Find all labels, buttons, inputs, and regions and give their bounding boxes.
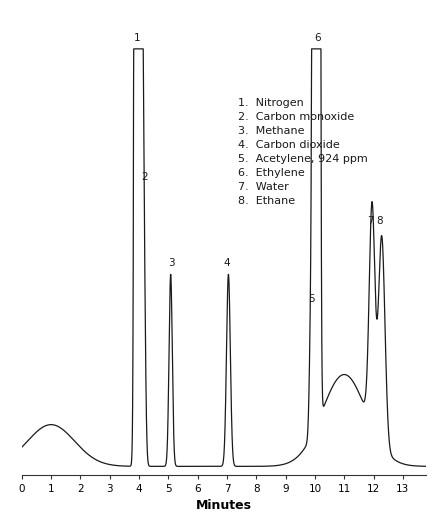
Text: 7: 7 bbox=[366, 216, 373, 227]
Text: 1.  Nitrogen
2.  Carbon monoxide
3.  Methane
4.  Carbon dioxide
5.  Acetylene, 9: 1. Nitrogen 2. Carbon monoxide 3. Methan… bbox=[238, 98, 367, 206]
Text: 2: 2 bbox=[141, 172, 147, 183]
Text: 4: 4 bbox=[223, 258, 230, 268]
Text: 1: 1 bbox=[134, 33, 141, 43]
Text: 6: 6 bbox=[314, 33, 320, 43]
Text: 3: 3 bbox=[168, 258, 174, 268]
Text: 8: 8 bbox=[375, 216, 382, 227]
Text: 5: 5 bbox=[307, 294, 314, 303]
X-axis label: Minutes: Minutes bbox=[196, 499, 251, 512]
